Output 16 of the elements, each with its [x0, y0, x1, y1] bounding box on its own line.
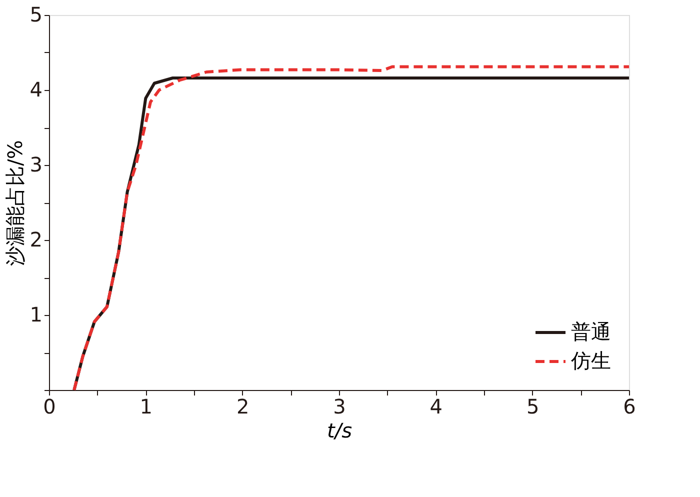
y-tick-label: 4	[30, 78, 42, 102]
x-tick-label: 3	[333, 394, 346, 418]
x-tick-label: 5	[526, 394, 540, 418]
y-tick-label: 2	[30, 228, 42, 252]
y-tick-label: 3	[30, 152, 42, 176]
x-tick-label: 6	[623, 394, 636, 418]
x-tick-label: 1	[140, 394, 153, 418]
y-tick-label: 5	[30, 2, 42, 26]
x-tick-label: 0	[43, 394, 56, 418]
x-axis-title: t/s	[327, 418, 352, 442]
x-tick-label: 4	[430, 394, 443, 418]
y-tick-label: 1	[30, 302, 42, 326]
legend-label: 普通	[571, 320, 611, 344]
y-axis-title: 沙漏能占比/%	[2, 140, 27, 266]
x-tick-label: 2	[236, 394, 250, 418]
legend-label: 仿生	[570, 348, 611, 372]
